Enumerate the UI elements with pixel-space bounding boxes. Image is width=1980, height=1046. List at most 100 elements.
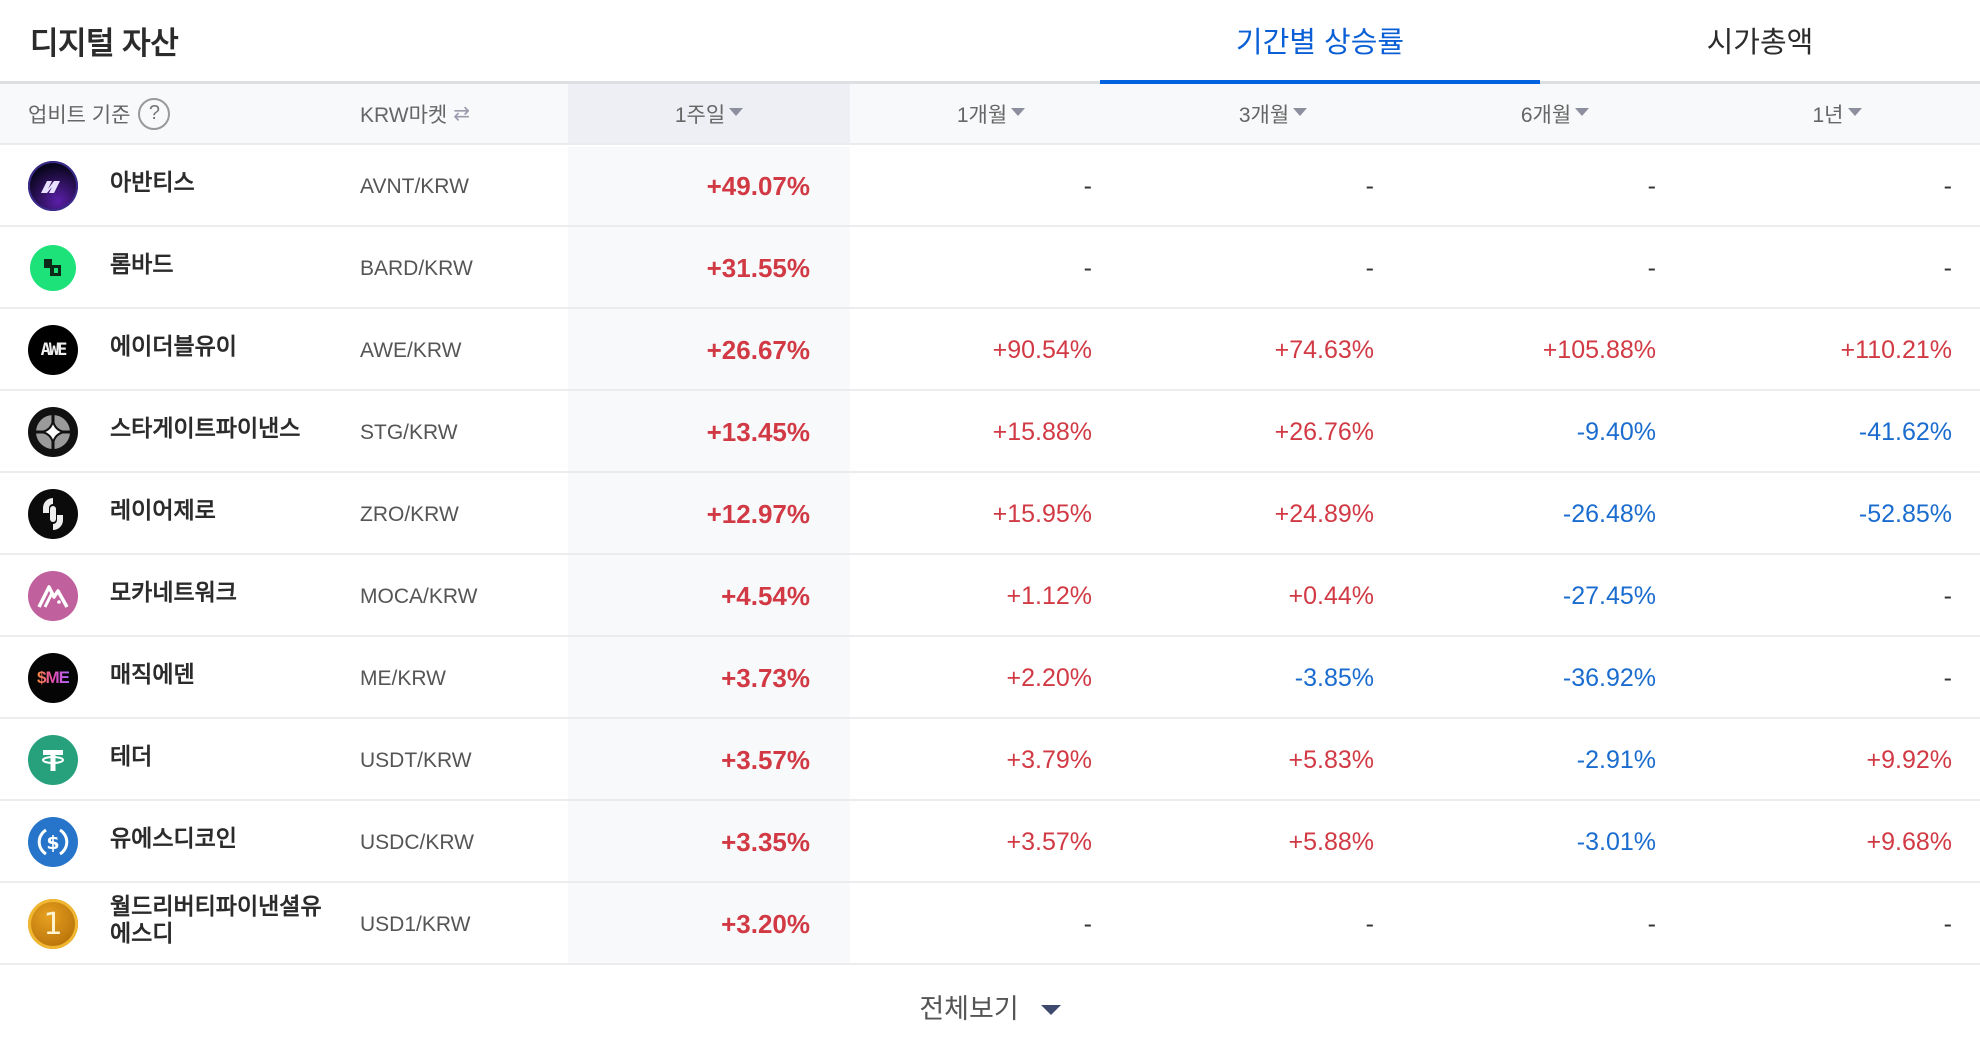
change-1year: -41.62%: [1858, 417, 1952, 446]
market-pair: USDT/KRW: [360, 749, 472, 772]
change-1month: -: [1083, 253, 1092, 282]
basis-header: 업비트 기준 ?: [28, 84, 171, 143]
table-row[interactable]: 테더 USDT/KRW +3.57% +3.79% +5.83% -2.91% …: [0, 719, 1980, 801]
change-6month: -9.40%: [1576, 417, 1656, 446]
table-row[interactable]: AWE 에이더블유이 AWE/KRW +26.67% +90.54% +74.6…: [0, 309, 1980, 391]
change-1year: -: [1943, 253, 1952, 282]
sort-header-3month[interactable]: 3개월: [1132, 84, 1414, 143]
change-1week: +3.35%: [721, 826, 810, 857]
change-1week: +31.55%: [706, 252, 810, 283]
change-6month: -26.48%: [1562, 499, 1656, 528]
caret-down-icon: [1011, 107, 1026, 116]
market-pair: AWE/KRW: [360, 339, 462, 362]
asset-table-body: 아반티스 AVNT/KRW +49.07% - - - - 롬바드 BARD/K…: [0, 145, 1980, 965]
market-pair: MOCA/KRW: [360, 585, 478, 608]
change-1week: +3.57%: [721, 744, 810, 775]
caret-down-icon: [1040, 1004, 1061, 1015]
lombard-logo-icon: [30, 245, 76, 291]
change-1month: +2.20%: [1006, 663, 1093, 692]
change-6month: -: [1647, 171, 1656, 200]
change-1year: -: [1943, 581, 1952, 610]
change-1year: +9.92%: [1866, 745, 1953, 774]
change-1week: +26.67%: [706, 334, 810, 365]
question-circle-icon[interactable]: ?: [138, 97, 171, 130]
change-1week: +12.97%: [706, 498, 810, 529]
top-bar: 디지털 자산 기간별 상승률 시가총액: [0, 0, 1980, 87]
coin-name: 롬바드: [110, 250, 174, 277]
table-row[interactable]: 모카네트워크 MOCA/KRW +4.54% +1.12% +0.44% -27…: [0, 555, 1980, 637]
table-row[interactable]: 스타게이트파이낸스 STG/KRW +13.45% +15.88% +26.76…: [0, 391, 1980, 473]
change-1week: +3.20%: [721, 908, 810, 939]
view-all-label: 전체보기: [919, 994, 1019, 1024]
change-3month: -: [1365, 909, 1374, 938]
change-3month: -3.85%: [1294, 663, 1374, 692]
swap-arrows-icon[interactable]: ⇄: [453, 103, 471, 125]
market-pair: STG/KRW: [360, 421, 458, 444]
change-1month: +90.54%: [992, 335, 1092, 364]
table-header: 업비트 기준 ? KRW마켓 ⇄ 1주일 1개월 3개월 6개월 1년: [0, 84, 1980, 145]
basis-label: 업비트 기준: [28, 103, 131, 127]
tab-period-gain[interactable]: 기간별 상승률: [1100, 0, 1540, 87]
change-1week: +49.07%: [706, 170, 810, 201]
change-1year: +9.68%: [1866, 827, 1953, 856]
avantis-logo-icon: [28, 161, 78, 211]
change-3month: +24.89%: [1274, 499, 1374, 528]
column-label: 6개월: [1520, 103, 1572, 127]
table-row[interactable]: $ME 매직에덴 ME/KRW +3.73% +2.20% -3.85% -36…: [0, 637, 1980, 719]
awe-logo-icon: AWE: [28, 325, 78, 375]
change-1month: +3.79%: [1006, 745, 1093, 774]
coin-name: 월드리버티파이낸셜유에스디: [110, 893, 322, 946]
coin-name: 유에스디코인: [110, 824, 237, 851]
change-6month: -: [1647, 253, 1656, 282]
change-1month: -: [1083, 909, 1092, 938]
change-1month: +3.57%: [1006, 827, 1093, 856]
magiceden-logo-icon: $ME: [28, 653, 78, 703]
change-1year: +110.21%: [1840, 335, 1952, 364]
change-3month: -: [1365, 253, 1374, 282]
sort-header-1month[interactable]: 1개월: [850, 84, 1132, 143]
coin-name: 아반티스: [110, 168, 195, 195]
table-row[interactable]: $ 유에스디코인 USDC/KRW +3.35% +3.57% +5.88% -…: [0, 801, 1980, 883]
moca-logo-icon: [28, 571, 78, 621]
svg-text:$: $: [46, 832, 59, 854]
change-3month: -: [1365, 171, 1374, 200]
change-6month: -27.45%: [1562, 581, 1656, 610]
change-3month: +74.63%: [1274, 335, 1374, 364]
view-all-button[interactable]: 전체보기: [0, 967, 1980, 1046]
change-1week: +3.73%: [721, 662, 810, 693]
table-row[interactable]: 롬바드 BARD/KRW +31.55% - - - -: [0, 227, 1980, 309]
column-label: 1개월: [956, 103, 1008, 127]
market-pair: AVNT/KRW: [360, 175, 469, 198]
coin-name: 스타게이트파이낸스: [110, 414, 301, 441]
column-label: 1년: [1812, 103, 1844, 127]
coin-name: 레이어제로: [110, 496, 216, 523]
change-3month: +5.83%: [1288, 745, 1375, 774]
change-1month: +1.12%: [1006, 581, 1093, 610]
market-pair: USD1/KRW: [360, 913, 471, 936]
usd1-logo-icon: 1: [28, 899, 78, 949]
table-row[interactable]: 레이어제로 ZRO/KRW +12.97% +15.95% +24.89% -2…: [0, 473, 1980, 555]
change-1month: +15.88%: [992, 417, 1092, 446]
market-toggle[interactable]: KRW마켓 ⇄: [360, 84, 470, 143]
tether-logo-icon: [28, 735, 78, 785]
table-row[interactable]: 1 월드리버티파이낸셜유에스디 USD1/KRW +3.20% - - - -: [0, 883, 1980, 965]
market-label: KRW마켓: [360, 103, 448, 127]
change-1week: +4.54%: [721, 580, 810, 611]
sort-header-1week[interactable]: 1주일: [568, 84, 850, 143]
coin-name: 모카네트워크: [110, 578, 237, 605]
tab-market-cap[interactable]: 시가총액: [1706, 27, 1814, 59]
table-row[interactable]: 아반티스 AVNT/KRW +49.07% - - - -: [0, 145, 1980, 227]
change-6month: +105.88%: [1542, 335, 1656, 364]
change-3month: +0.44%: [1288, 581, 1375, 610]
coin-name: 테더: [110, 742, 153, 769]
sort-header-6month[interactable]: 6개월: [1414, 84, 1696, 143]
stargate-logo-icon: [28, 407, 78, 457]
caret-down-icon: [1293, 107, 1308, 116]
change-1year: -52.85%: [1858, 499, 1952, 528]
market-pair: BARD/KRW: [360, 257, 473, 280]
caret-down-icon: [1847, 107, 1862, 116]
change-1year: -: [1943, 171, 1952, 200]
sort-header-1year[interactable]: 1년: [1696, 84, 1978, 143]
change-3month: +26.76%: [1274, 417, 1374, 446]
active-column-highlight: [568, 147, 850, 965]
